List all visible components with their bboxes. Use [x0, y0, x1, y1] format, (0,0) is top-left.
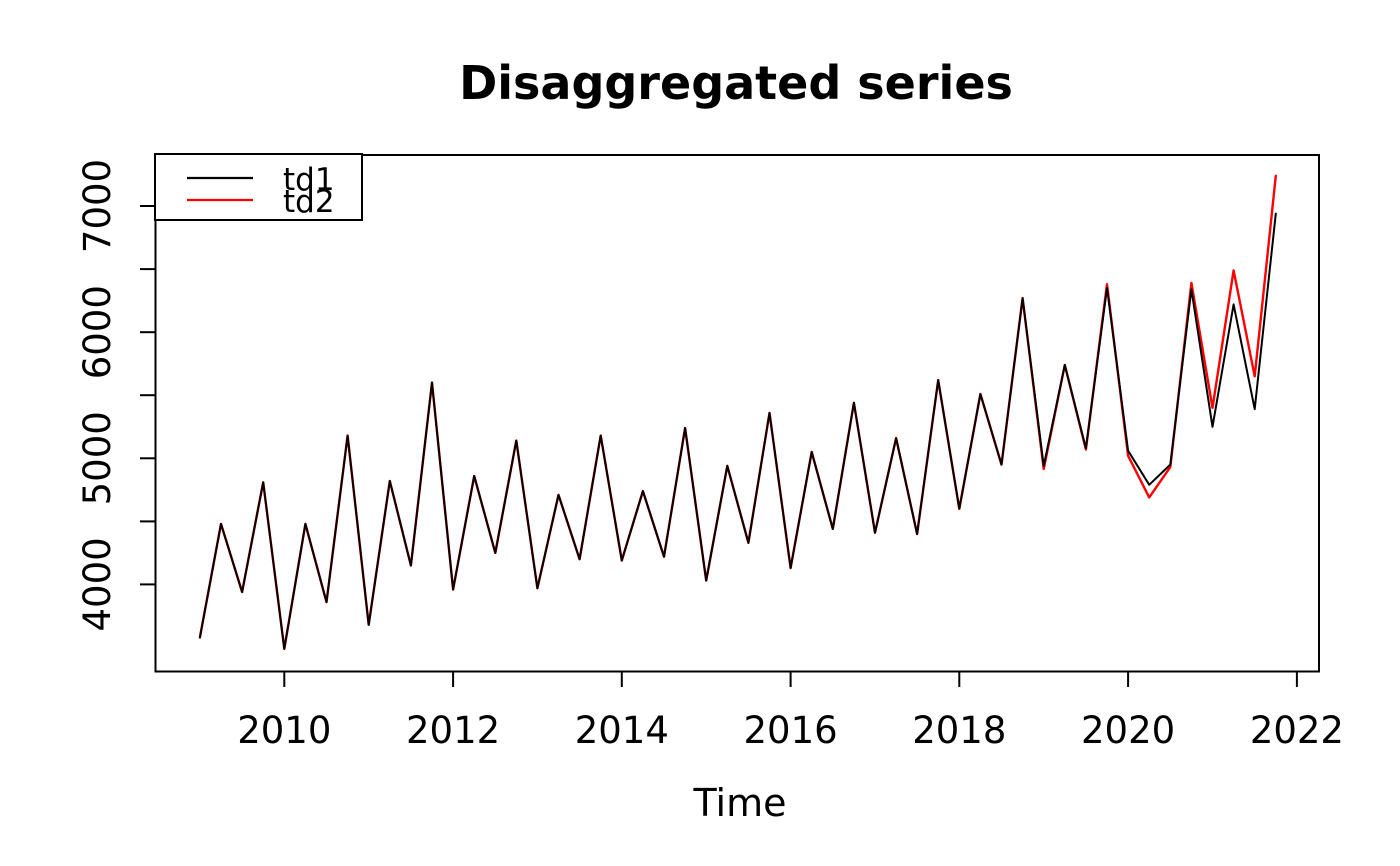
legend: td1 td2: [154, 153, 363, 221]
x-tick-label: 2020: [1081, 709, 1175, 752]
series-group: [198, 174, 1278, 650]
legend-box: [154, 153, 363, 221]
y-axis: 4000 5000 6000 7000: [76, 159, 156, 631]
legend-label-td2: td2: [283, 184, 335, 220]
x-axis: 2010 2012 2014 2016 2018 2020 2022: [237, 671, 1344, 752]
y-tick-label: 7000: [76, 159, 119, 253]
series-line-td2: [198, 174, 1278, 650]
x-tick-label: 2014: [575, 709, 669, 752]
x-tick-label: 2012: [406, 709, 500, 752]
y-tick-label: 4000: [76, 537, 119, 631]
plot-border: [154, 154, 1320, 673]
legend-label-td1: td1: [283, 162, 335, 198]
x-tick-label: 2016: [744, 709, 838, 752]
y-tick-label: 6000: [76, 285, 119, 379]
chart-title: Disaggregated series: [459, 56, 1013, 110]
x-tick-label: 2010: [237, 709, 331, 752]
x-tick-label: 2018: [912, 709, 1006, 752]
x-tick-label: 2022: [1250, 709, 1344, 752]
x-axis-title: Time: [693, 781, 787, 825]
series-line-td1: [198, 212, 1277, 650]
y-tick-label: 5000: [76, 411, 119, 505]
